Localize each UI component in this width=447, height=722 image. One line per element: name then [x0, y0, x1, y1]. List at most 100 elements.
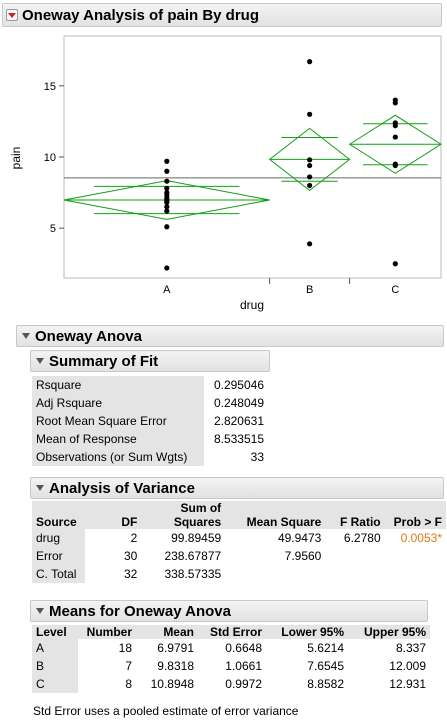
col-number: Number — [86, 625, 132, 639]
disclosure-icon[interactable] — [33, 354, 47, 368]
data-point — [164, 185, 170, 191]
y-axis-title: pain — [9, 147, 23, 170]
summary-value: 0.248049 — [213, 396, 264, 410]
data-point — [164, 224, 170, 230]
analysis-of-variance-title: Analysis of Variance — [49, 479, 195, 497]
col-source: Source — [36, 515, 77, 529]
col-mean-square: Mean Square — [246, 515, 322, 529]
anova-cell-source: drug — [32, 529, 86, 547]
summary-label: Mean of Response — [32, 430, 204, 448]
summary-of-fit-table: Rsquare 0.295046 Adj Rsquare 0.248049 Root M… — [32, 376, 268, 466]
means-cell-upper: 12.009 — [389, 659, 426, 673]
means-cell-mean: 10.8948 — [150, 677, 194, 691]
x-axis-title: drug — [240, 298, 264, 312]
data-point — [307, 111, 313, 117]
anova-cell-ms: 49.9473 — [277, 531, 322, 545]
data-point — [307, 157, 313, 163]
data-point — [307, 241, 313, 247]
summary-row: Rsquare 0.295046 — [32, 376, 268, 394]
anova-cell-df: 30 — [124, 549, 138, 563]
analysis-of-variance-header[interactable]: Analysis of Variance — [30, 477, 444, 499]
oneway-anova-title: Oneway Anova — [35, 327, 142, 345]
summary-value: 0.295046 — [213, 378, 264, 392]
disclosure-icon[interactable] — [33, 604, 47, 618]
means-row: C 8 10.8948 0.9972 8.8582 12.931 — [32, 675, 430, 693]
anova-cell-df: 2 — [130, 531, 138, 545]
anova-cell-f — [325, 565, 384, 583]
data-point — [392, 123, 398, 129]
anova-cell-p — [385, 565, 446, 583]
means-cell-se: 0.9972 — [225, 677, 262, 691]
data-point — [307, 174, 313, 180]
anova-cell-ss: 238.67877 — [164, 549, 222, 563]
red-triangle-menu-icon[interactable] — [6, 9, 18, 21]
means-cell-level: C — [32, 675, 78, 693]
col-sum-of-squares: Sum of Squares — [173, 501, 222, 529]
oneway-chart: 5 10 15 A B C pain drug — [9, 35, 442, 312]
data-point — [164, 208, 170, 214]
means-cell-lower: 5.6214 — [307, 641, 344, 655]
summary-row: Adj Rsquare 0.248049 — [32, 394, 268, 412]
means-row: A 18 6.9791 0.6648 5.6214 8.337 — [32, 639, 430, 657]
disclosure-icon[interactable] — [33, 481, 47, 495]
anova-cell-p: 0.0053* — [400, 531, 442, 545]
summary-value: 2.820631 — [213, 414, 264, 428]
col-df: DF — [121, 515, 138, 529]
col-std-error: Std Error — [209, 625, 262, 639]
data-point — [307, 162, 313, 169]
col-f-ratio: F Ratio — [339, 515, 381, 529]
means-cell-number: 8 — [125, 677, 132, 691]
data-point — [164, 204, 170, 210]
data-point — [392, 100, 398, 106]
report-title: Oneway Analysis of pain By drug — [22, 6, 259, 24]
disclosure-icon[interactable] — [19, 329, 33, 343]
anova-row: C. Total 32 338.57335 — [32, 565, 446, 583]
means-header[interactable]: Means for Oneway Anova — [30, 600, 428, 622]
data-point — [164, 158, 170, 164]
means-cell-number: 7 — [125, 659, 132, 673]
summary-value: 8.533515 — [213, 432, 264, 446]
data-point — [164, 265, 170, 271]
y-tick-label: 5 — [50, 223, 56, 235]
x-tick-label: C — [391, 284, 399, 296]
x-tick-label: A — [163, 284, 171, 296]
means-cell-mean: 9.8318 — [157, 659, 194, 673]
summary-label: Rsquare — [32, 376, 204, 394]
summary-of-fit-header[interactable]: Summary of Fit — [30, 350, 270, 372]
summary-of-fit-title: Summary of Fit — [49, 352, 159, 370]
oneway-anova-header[interactable]: Oneway Anova — [16, 325, 444, 347]
report-header[interactable]: Oneway Analysis of pain By drug — [2, 3, 442, 27]
anova-cell-ms: 7.9560 — [284, 549, 322, 563]
anova-cell-df: 32 — [124, 567, 138, 581]
means-row: B 7 9.8318 1.0661 7.6545 12.009 — [32, 657, 430, 675]
means-cell-number: 18 — [118, 641, 132, 655]
x-tick-label: B — [306, 284, 313, 296]
col-lower-95: Lower 95% — [281, 625, 344, 639]
data-point — [164, 168, 170, 174]
means-cell-upper: 12.931 — [389, 677, 426, 691]
data-point — [164, 178, 170, 184]
summary-label: Observations (or Sum Wgts) — [32, 448, 204, 466]
means-title: Means for Oneway Anova — [49, 602, 231, 620]
col-mean: Mean — [163, 625, 194, 639]
anova-cell-ss: 99.89459 — [171, 531, 222, 545]
summary-row: Mean of Response 8.533515 — [32, 430, 268, 448]
summary-row: Root Mean Square Error 2.820631 — [32, 412, 268, 430]
anova-row: Error 30 238.67877 7.9560 — [32, 547, 446, 565]
anova-cell-p — [385, 547, 446, 565]
means-cell-se: 1.0661 — [225, 659, 262, 673]
data-point — [307, 182, 313, 189]
anova-table: Source DF Sum of Squares Mean Square F Ra… — [32, 501, 446, 583]
means-cell-upper: 8.337 — [395, 641, 426, 655]
y-tick-label: 10 — [44, 152, 56, 164]
means-cell-lower: 8.8582 — [307, 677, 344, 691]
data-point — [392, 162, 398, 169]
y-tick-label: 15 — [44, 81, 56, 93]
col-level: Level — [36, 625, 67, 639]
plot-frame — [63, 35, 442, 279]
col-prob-f: Prob > F — [393, 515, 442, 529]
means-table: Level Number Mean Std Error Lower 95% Up… — [32, 625, 430, 693]
anova-cell-f: 6.2780 — [343, 531, 381, 545]
means-cell-mean: 6.9791 — [157, 641, 194, 655]
means-cell-lower: 7.6545 — [307, 659, 344, 673]
